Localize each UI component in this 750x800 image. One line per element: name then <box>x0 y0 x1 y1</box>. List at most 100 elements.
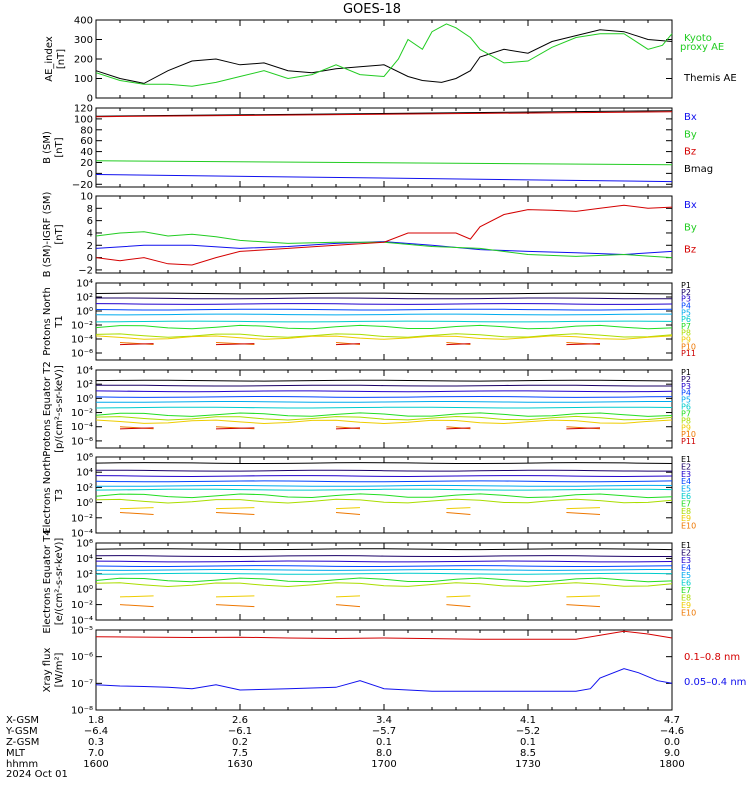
y-tick-label: 10⁻⁷ <box>71 679 93 690</box>
legend-channel: P8 <box>681 416 691 425</box>
legend-channel: E9 <box>681 514 691 523</box>
legend-channel: E1 <box>681 455 691 464</box>
channel-line <box>95 548 673 551</box>
channel-line <box>95 292 673 295</box>
series-line <box>95 29 673 84</box>
y-tick-label: 80 <box>80 125 93 136</box>
legend-channel: E10 <box>681 609 696 618</box>
channel-line <box>95 577 673 583</box>
channel-segment <box>446 595 471 598</box>
panel-7: Electrons Equator T4 [e/(cm²-s-sr-keV)] 10… <box>42 529 696 633</box>
y-label-line2: [nT] <box>54 137 65 157</box>
channel-line <box>95 390 673 393</box>
x-row-label: MLT <box>6 748 26 759</box>
channel-segment <box>446 604 471 608</box>
y-tick-label: 100 <box>74 74 93 85</box>
y-tick-label: 10⁻⁶ <box>71 436 93 447</box>
y-tick-label: 2 <box>87 241 93 252</box>
legend-channel: E8 <box>681 594 691 603</box>
y-tick-label: 10⁻² <box>71 321 93 332</box>
series-line <box>95 160 673 166</box>
y-tick-label: 0 <box>87 94 93 105</box>
channel-segment <box>215 343 255 346</box>
y-label-line2: [nT] <box>54 224 65 244</box>
y-tick-label: 10⁴ <box>76 366 93 377</box>
series-line <box>95 110 673 117</box>
y-label-line2: [e/(cm²-s-sr-keV)] <box>54 538 65 626</box>
panel-4: Protons North T1 10⁻⁶ 10⁻⁴ 10⁻² 10⁰ 10² 10⁴ P1P2… <box>42 279 696 361</box>
legend-channel: P6 <box>681 315 691 324</box>
x-axis-value: 0.3 <box>88 737 104 748</box>
x-axis-value: 3.4 <box>376 715 392 726</box>
x-row-label: Y-GSM <box>5 726 38 737</box>
series-line <box>95 174 673 183</box>
y-tick-label: 10⁻⁸ <box>71 706 93 717</box>
channel-segment <box>446 343 471 346</box>
legend-channel: P2 <box>681 375 691 384</box>
legend-channel: P10 <box>681 342 696 351</box>
channel-line <box>95 419 673 425</box>
y-axis-label: Protons North T1 <box>42 287 65 356</box>
x-axis-value: −6.4 <box>84 726 108 737</box>
y-tick-label: 10⁰ <box>76 498 93 509</box>
legend-channel: E4 <box>681 477 691 486</box>
legend-channel: E9 <box>681 601 691 610</box>
legend-channel: E10 <box>681 522 696 531</box>
legend-channel: P1 <box>681 368 691 377</box>
channel-line <box>95 303 673 305</box>
legend-channel: P5 <box>681 308 691 317</box>
channel-segment <box>215 604 255 608</box>
x-row-label: 2024 Oct 01 <box>6 769 68 780</box>
panel-frame <box>95 629 673 711</box>
legend-channel: P2 <box>681 288 691 297</box>
x-axis-value: 8.0 <box>376 748 392 759</box>
x-axis-value: 1600 <box>83 759 108 770</box>
channel-segment <box>215 595 255 598</box>
legend-entry: 0.05–0.4 nm <box>684 677 746 688</box>
y-tick-label: 40 <box>80 147 93 158</box>
channel-line <box>95 469 672 472</box>
channel-segment <box>119 427 154 430</box>
y-tick-label: 0 <box>87 169 93 180</box>
legend-channel: P4 <box>681 389 691 398</box>
legend-entry: 0.1–0.8 nm <box>684 652 740 663</box>
y-tick-label: 10² <box>76 483 93 494</box>
channel-segment <box>215 427 255 430</box>
channel-line <box>95 308 673 311</box>
y-axis-label: AE_index [nT] <box>44 36 67 82</box>
x-axis-value: 4.1 <box>520 715 536 726</box>
y-tick-label: 0 <box>87 253 93 264</box>
channel-segment <box>119 507 154 510</box>
y-tick-label: 10⁰ <box>76 585 93 596</box>
y-tick-label: 10² <box>76 380 93 391</box>
y-label-line1: Protons Equator T2 <box>42 361 53 457</box>
legend-kyoto-line1: Kyoto <box>684 33 712 44</box>
channel-line <box>96 384 672 387</box>
y-axis-label: Electrons Equator T4 [e/(cm²-s-sr-keV)] <box>42 529 65 633</box>
y-tick-label: 10² <box>76 293 93 304</box>
channel-line <box>95 412 673 417</box>
x-axis-value: 0.0 <box>664 737 680 748</box>
y-label-line1: Electrons North <box>42 456 53 533</box>
y-label-line1: Protons North <box>42 287 53 356</box>
channel-line <box>95 560 673 563</box>
x-axis-value: 1730 <box>515 759 540 770</box>
channel-segment <box>119 343 154 346</box>
y-tick-label: −2 <box>78 265 93 276</box>
legend-entry: Bz <box>684 147 696 158</box>
channel-segment <box>215 507 255 510</box>
y-tick-label: 100 <box>74 114 93 125</box>
y-tick-label: 8 <box>87 204 93 215</box>
y-label-line1: Xray flux <box>42 648 53 693</box>
legend-channel: P7 <box>681 409 691 418</box>
legend-channel: P3 <box>681 382 691 391</box>
channel-segment <box>119 595 154 598</box>
legend-channel: E3 <box>681 556 691 565</box>
y-tick-label: 10⁴ <box>76 468 93 479</box>
y-tick-label: 10⁻² <box>71 513 93 524</box>
series-line <box>95 111 673 118</box>
legend-kyoto-line2: proxy AE <box>680 42 724 53</box>
y-tick-label: 10⁻⁶ <box>71 349 93 360</box>
channel-line <box>95 555 672 557</box>
